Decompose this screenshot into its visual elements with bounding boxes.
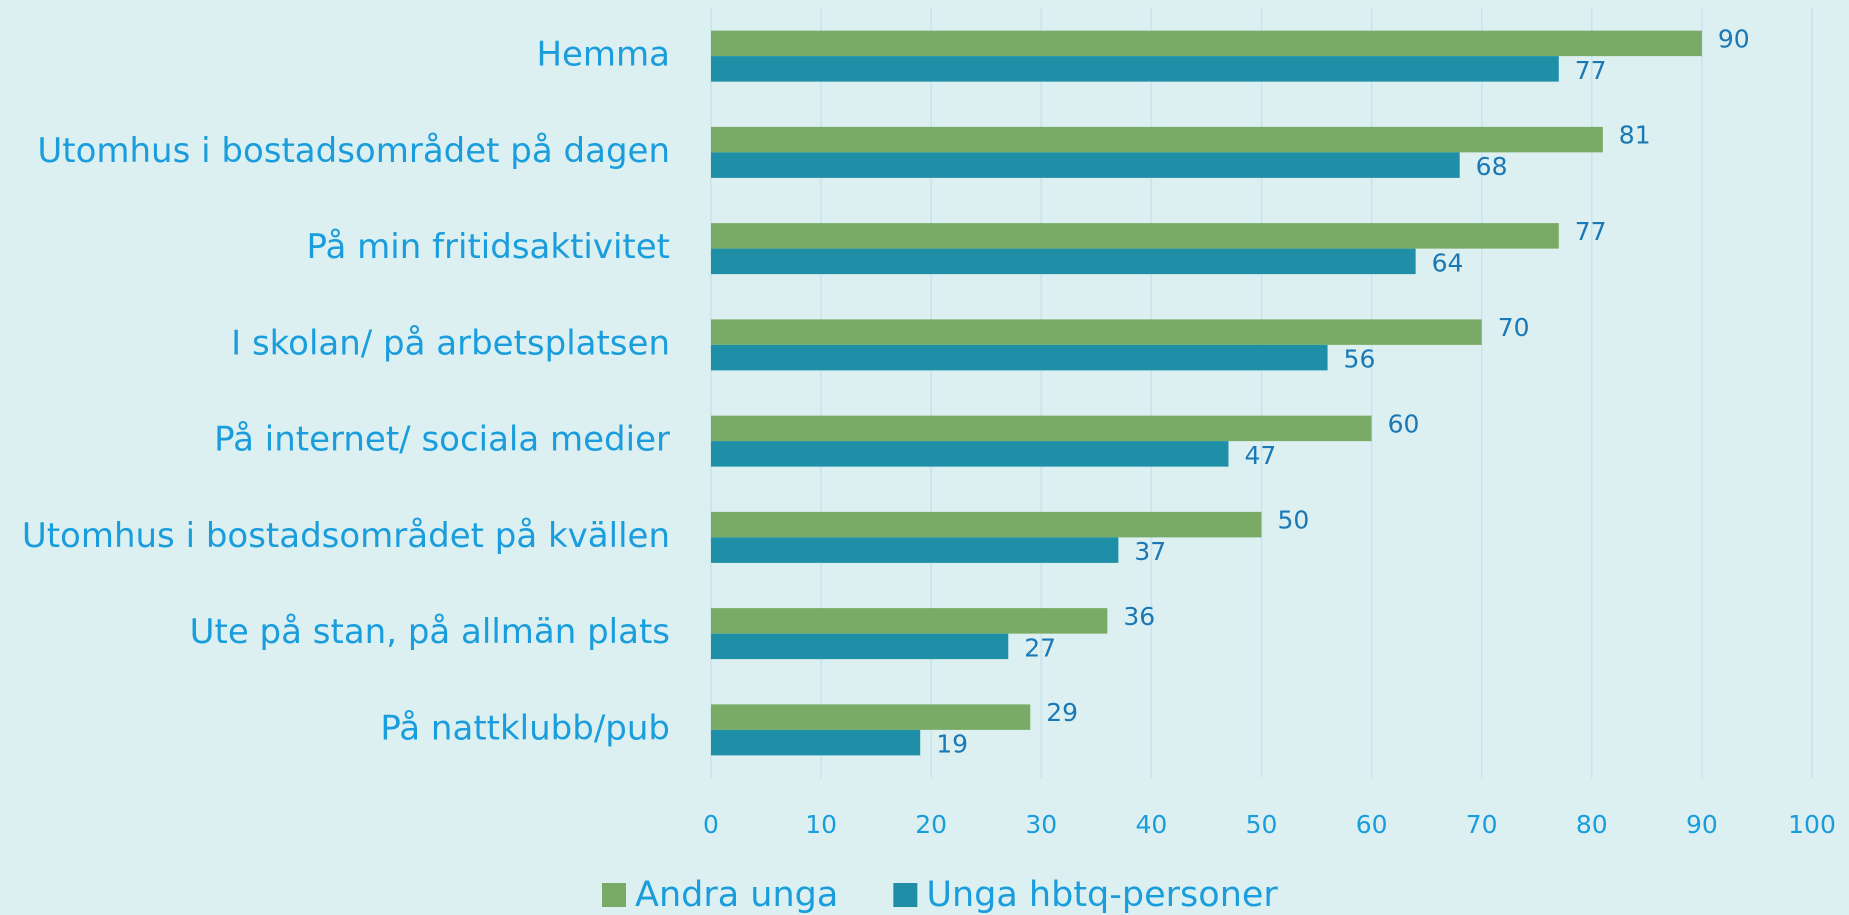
bar <box>711 729 921 756</box>
bar <box>711 704 1031 730</box>
y-tick-label: På internet/ sociala medier <box>214 420 670 460</box>
bar <box>711 223 1559 249</box>
y-tick-label: Utomhus i bostadsområdet på dagen <box>37 131 670 171</box>
value-label: 68 <box>1476 152 1508 181</box>
bar <box>711 248 1416 275</box>
x-tick-label: 60 <box>1356 810 1388 839</box>
legend-swatch <box>602 883 626 907</box>
x-tick-label: 90 <box>1686 810 1718 839</box>
value-label: 47 <box>1244 441 1276 470</box>
value-label: 29 <box>1046 698 1078 727</box>
value-label: 77 <box>1575 56 1607 85</box>
bar <box>711 56 1559 82</box>
x-tick-label: 80 <box>1576 810 1608 839</box>
legend-label: Unga hbtq-personer <box>926 875 1278 915</box>
value-label: 37 <box>1134 537 1166 566</box>
value-label: 56 <box>1344 345 1376 374</box>
value-label: 64 <box>1432 248 1464 277</box>
bar <box>711 633 1009 660</box>
value-label: 50 <box>1278 506 1310 535</box>
value-label: 81 <box>1619 121 1651 150</box>
bar <box>711 415 1372 442</box>
y-tick-label: I skolan/ på arbetsplatsen <box>231 323 670 363</box>
x-tick-label: 20 <box>915 810 947 839</box>
bar <box>711 319 1482 345</box>
bar <box>711 511 1262 538</box>
value-label: 36 <box>1123 602 1155 631</box>
legend-label: Andra unga <box>635 875 838 915</box>
bar <box>711 608 1108 634</box>
bar <box>711 344 1328 371</box>
bar <box>711 126 1603 153</box>
bar <box>711 441 1229 467</box>
x-tick-label: 50 <box>1246 810 1278 839</box>
bar <box>711 152 1460 178</box>
value-label: 90 <box>1718 24 1750 53</box>
y-tick-label: Utomhus i bostadsområdet på kvällen <box>22 516 670 556</box>
x-tick-label: 10 <box>805 810 837 839</box>
value-label: 70 <box>1498 313 1530 342</box>
bar <box>711 537 1119 563</box>
value-label: 19 <box>936 730 968 759</box>
x-tick-label: 100 <box>1788 810 1836 839</box>
value-label: 27 <box>1024 633 1056 662</box>
value-label: 60 <box>1388 409 1420 438</box>
x-tick-label: 70 <box>1466 810 1498 839</box>
x-tick-label: 40 <box>1135 810 1167 839</box>
y-tick-label: På min fritidsaktivitet <box>307 227 670 267</box>
x-tick-label: 0 <box>703 810 719 839</box>
x-tick-label: 30 <box>1025 810 1057 839</box>
bar <box>711 30 1702 57</box>
value-label: 77 <box>1575 217 1607 246</box>
legend-swatch <box>893 883 918 907</box>
y-tick-label: Ute på stan, på allmän plats <box>190 612 670 652</box>
y-tick-label: På nattklubb/pub <box>380 708 670 748</box>
y-tick-label: Hemma <box>536 35 670 75</box>
